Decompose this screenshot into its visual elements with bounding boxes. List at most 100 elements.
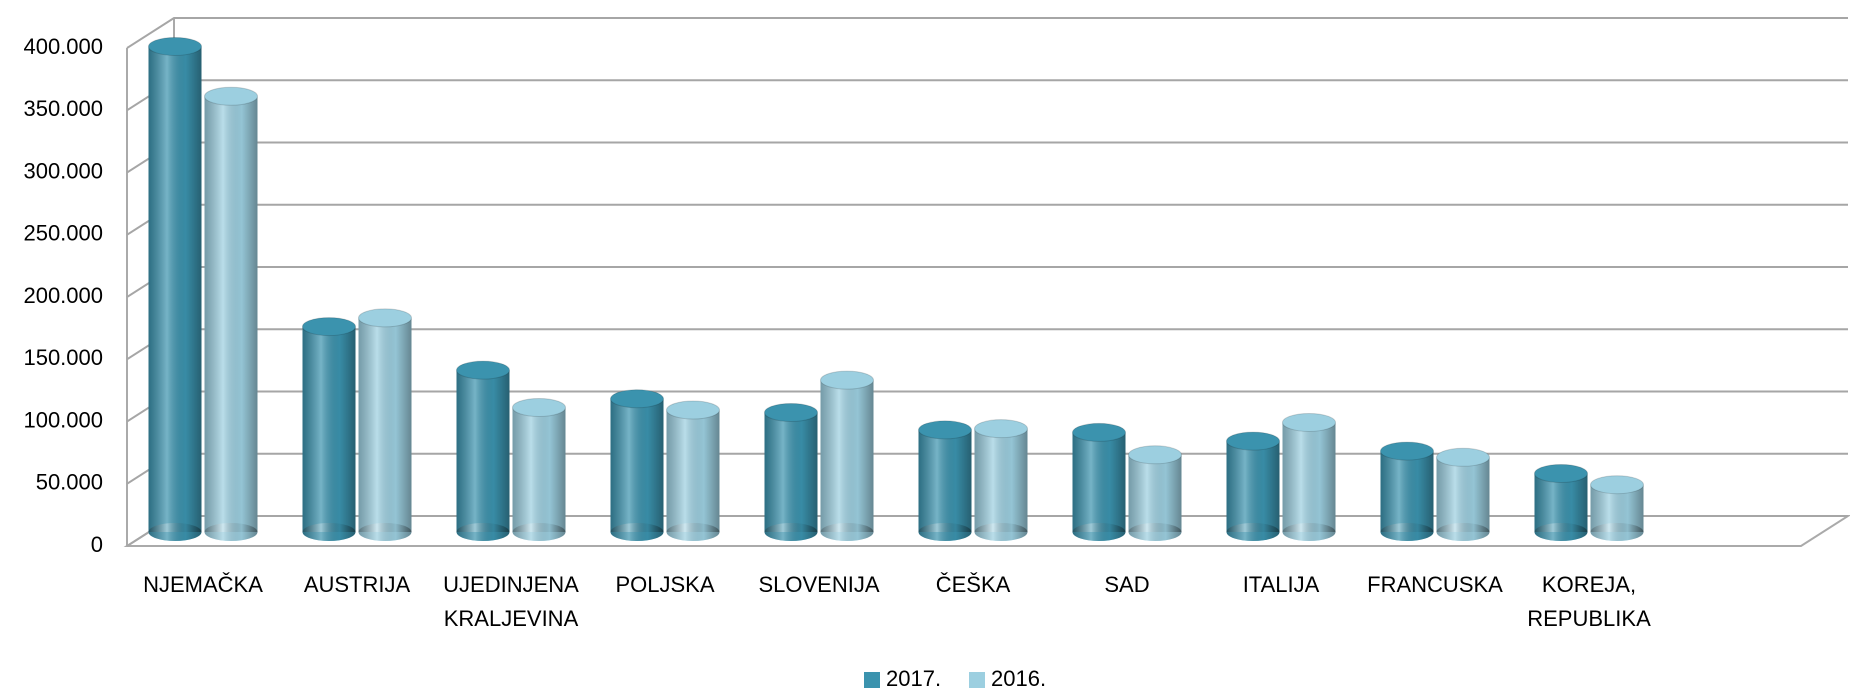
bar-shade xyxy=(1072,432,1126,532)
bar-top xyxy=(1072,422,1126,442)
bar-shade xyxy=(974,428,1028,532)
bar-top xyxy=(666,400,720,420)
bar xyxy=(1128,445,1182,541)
y-tick-label: 150.000 xyxy=(23,345,103,370)
bar-top xyxy=(358,308,412,328)
bar-shade xyxy=(302,326,356,532)
bar-shade xyxy=(1380,451,1434,532)
bar-bottom-shade xyxy=(918,523,972,541)
legend-label: 2016. xyxy=(991,666,1046,689)
bar-bottom-shade xyxy=(1534,523,1588,541)
bar-top xyxy=(148,36,202,56)
bar-bottom-shade xyxy=(358,523,412,541)
bar-shade xyxy=(1226,441,1280,532)
x-tick-label: SAD xyxy=(1104,572,1150,597)
bar-top xyxy=(974,419,1028,439)
bar xyxy=(512,398,566,541)
grid-line xyxy=(126,79,1848,112)
bar-bottom-shade xyxy=(666,523,720,541)
bar-shade xyxy=(512,407,566,532)
bar xyxy=(1072,422,1126,541)
grid-line xyxy=(126,266,1848,298)
bar-bottom-shade xyxy=(764,523,818,541)
bar-shade xyxy=(358,317,412,532)
bar xyxy=(204,86,258,541)
bar-bottom-shade xyxy=(148,523,202,541)
bar xyxy=(820,370,874,541)
bar-bottom-shade xyxy=(610,523,664,541)
bar xyxy=(918,420,972,541)
bar xyxy=(358,308,412,541)
bar-shade xyxy=(204,96,258,532)
bar-top xyxy=(1590,475,1644,495)
bar-bottom-shade xyxy=(204,523,258,541)
bar-shade xyxy=(1128,454,1182,532)
y-tick-label: 250.000 xyxy=(23,221,103,246)
bar xyxy=(456,360,510,541)
bar-bottom-shade xyxy=(1128,523,1182,541)
bar-shade xyxy=(820,380,874,532)
bar-shade xyxy=(764,412,818,532)
bar-top xyxy=(1436,447,1490,467)
bar-top xyxy=(512,398,566,417)
bar xyxy=(1436,447,1490,541)
y-tick-label: 50.000 xyxy=(36,470,103,495)
x-tick-label: AUSTRIJA xyxy=(303,572,411,597)
bar xyxy=(1226,431,1280,541)
grid-line xyxy=(126,203,1848,236)
x-tick-label: NJEMAČKA xyxy=(143,572,263,597)
bar-top xyxy=(302,317,356,337)
grid-line xyxy=(126,17,1848,49)
bar xyxy=(302,317,356,541)
bar-bottom-shade xyxy=(1226,523,1280,541)
bar-top xyxy=(764,402,818,422)
bar-bottom-shade xyxy=(1436,523,1490,541)
bar-top xyxy=(1226,431,1280,451)
bar xyxy=(1282,412,1336,541)
bar-top xyxy=(1128,445,1182,465)
bar-shade xyxy=(1436,457,1490,532)
bar xyxy=(610,389,664,541)
bar-bottom-shade xyxy=(1590,523,1644,541)
y-tick-label: 0 xyxy=(91,532,103,557)
bar xyxy=(148,36,202,541)
bar-shade xyxy=(456,370,510,532)
bar-shade xyxy=(148,46,202,532)
bar-top xyxy=(204,86,258,106)
bar-top xyxy=(1380,441,1434,461)
bar-top xyxy=(820,370,874,390)
y-tick-label: 200.000 xyxy=(23,283,103,308)
x-tick-label: ITALIJA xyxy=(1242,572,1320,597)
x-tick-label: ČEŠKA xyxy=(935,572,1011,597)
bar-shade xyxy=(1282,422,1336,532)
bar-shade xyxy=(666,409,720,532)
bar-bottom-shade xyxy=(974,523,1028,541)
y-tick-label: 100.000 xyxy=(23,407,103,432)
bar-shade xyxy=(610,398,664,532)
bar-bottom-shade xyxy=(512,523,566,541)
bar-shade xyxy=(1534,473,1588,532)
bar xyxy=(764,402,818,541)
bar-bottom-shade xyxy=(1282,523,1336,541)
bar xyxy=(1380,441,1434,541)
x-tick-label: UJEDINJENA KRALJEVINA xyxy=(443,572,579,631)
bar-top xyxy=(1534,463,1588,483)
bar-bottom-shade xyxy=(1380,523,1434,541)
y-tick-label: 400.000 xyxy=(23,34,103,59)
x-tick-label: KOREJA, REPUBLIKA xyxy=(1527,572,1651,631)
bar xyxy=(1534,463,1588,541)
bar xyxy=(974,419,1028,541)
legend-swatch xyxy=(969,672,985,688)
bar xyxy=(1590,475,1644,541)
bar-top xyxy=(456,360,510,380)
y-tick-label: 350.000 xyxy=(23,96,103,121)
bar-top xyxy=(918,420,972,440)
bar-top xyxy=(1282,412,1336,432)
x-tick-label: SLOVENIJA xyxy=(758,572,880,597)
legend-swatch xyxy=(864,672,880,688)
grid-line xyxy=(126,141,1848,174)
legend-label: 2017. xyxy=(886,666,941,689)
bar-bottom-shade xyxy=(820,523,874,541)
